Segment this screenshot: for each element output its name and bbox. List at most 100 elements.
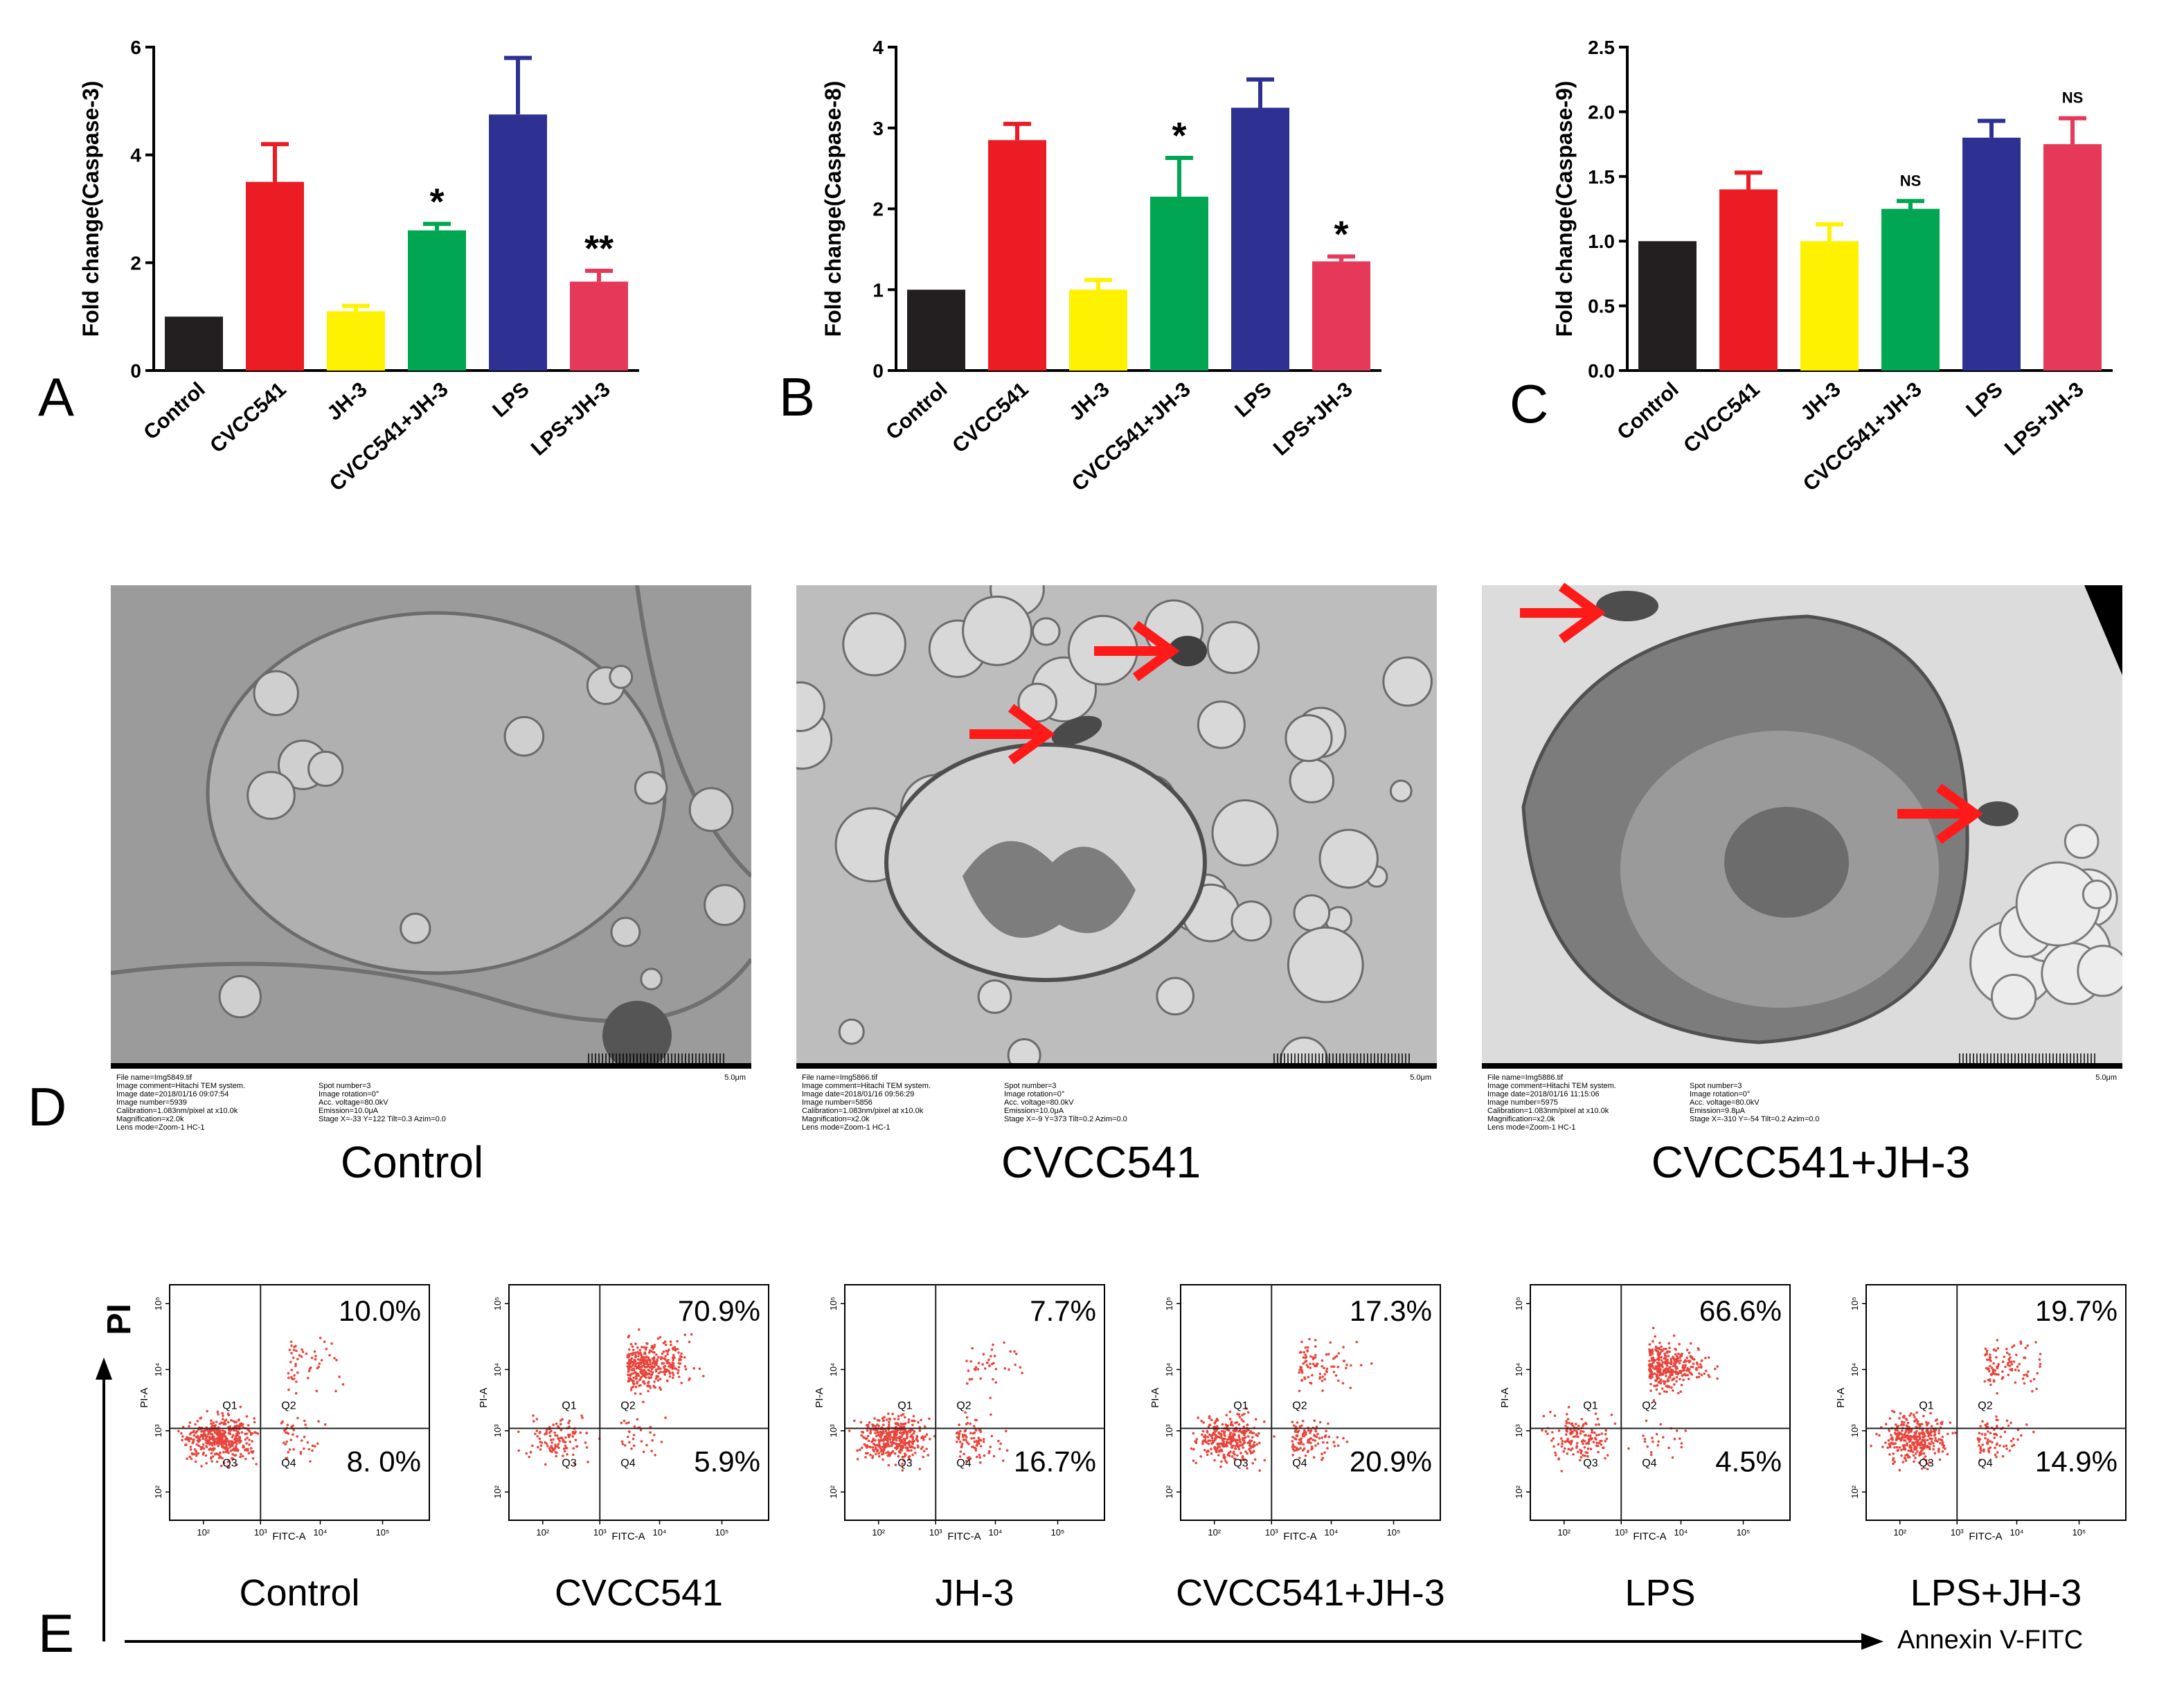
event-dot — [314, 1357, 317, 1361]
plot-frame — [169, 1284, 430, 1521]
event-dot — [883, 1416, 886, 1418]
event-dot — [891, 1412, 894, 1416]
event-dot — [913, 1439, 915, 1443]
event-dot — [224, 1447, 227, 1450]
event-dot — [871, 1446, 875, 1449]
event-dot — [1215, 1450, 1218, 1454]
event-dot — [548, 1431, 551, 1434]
event-dot — [620, 1440, 624, 1443]
event-dot — [529, 1450, 532, 1454]
event-dot — [864, 1456, 867, 1459]
event-dot — [215, 1429, 218, 1432]
event-dot — [292, 1433, 294, 1436]
event-dot — [1305, 1360, 1308, 1362]
event-dot — [2008, 1353, 2011, 1356]
event-dot — [1332, 1357, 1335, 1360]
q4-percentage: 14.9% — [2035, 1445, 2118, 1477]
event-dot — [877, 1434, 880, 1436]
nucleolus — [1724, 807, 1849, 918]
event-dot — [1321, 1359, 1324, 1362]
event-dot — [229, 1425, 231, 1428]
event-dot — [1566, 1439, 1569, 1443]
quadrant-q4: Q4 — [1292, 1457, 1307, 1469]
event-dot — [645, 1362, 648, 1365]
event-dot — [917, 1421, 920, 1424]
event-dot — [1996, 1366, 1999, 1370]
event-dot — [1215, 1434, 1218, 1437]
y-axis-label: Fold change(Caspase-3) — [78, 81, 103, 337]
event-dot — [1949, 1421, 1952, 1424]
event-dot — [1557, 1458, 1560, 1461]
event-dot — [314, 1355, 317, 1357]
event-dot — [990, 1413, 992, 1416]
event-dot — [638, 1328, 641, 1331]
event-dot — [1671, 1372, 1674, 1375]
event-dot — [963, 1434, 966, 1437]
event-dot — [1928, 1461, 1931, 1464]
event-dot — [1899, 1423, 1903, 1427]
event-dot — [634, 1378, 638, 1380]
event-dot — [1685, 1356, 1689, 1360]
y-tick-label: 1 — [872, 279, 884, 301]
event-dot — [1979, 1425, 1982, 1428]
event-dot — [877, 1455, 881, 1458]
event-dot — [634, 1375, 638, 1378]
event-dot — [181, 1435, 184, 1438]
event-dot — [1704, 1357, 1707, 1360]
vesicle — [1285, 714, 1333, 763]
event-dot — [1225, 1414, 1228, 1417]
event-dot — [1291, 1421, 1294, 1423]
y-tick-label: 10³ — [1514, 1424, 1524, 1437]
event-dot — [1916, 1420, 1919, 1423]
event-dot — [1993, 1436, 1996, 1439]
bar-cvcc541-jh-3 — [408, 230, 466, 371]
event-dot — [1582, 1442, 1584, 1445]
event-dot — [1210, 1418, 1213, 1421]
event-dot — [186, 1436, 189, 1440]
event-dot — [557, 1436, 560, 1440]
event-dot — [1237, 1448, 1241, 1451]
x-tick-label: 10³ — [1951, 1527, 1964, 1538]
event-dot — [640, 1354, 643, 1357]
event-dot — [1683, 1369, 1685, 1372]
event-dot — [1984, 1436, 1987, 1440]
event-dot — [1579, 1456, 1583, 1459]
event-dot — [571, 1435, 575, 1438]
event-dot — [212, 1421, 215, 1424]
event-dot — [549, 1439, 553, 1441]
scale-label: 5.0μm — [724, 1074, 746, 1082]
event-dot — [655, 1362, 659, 1364]
bar-lps-jh-3 — [2043, 144, 2102, 371]
event-dot — [1654, 1359, 1657, 1362]
event-dot — [307, 1377, 310, 1380]
event-dot — [2039, 1353, 2042, 1355]
event-dot — [630, 1447, 633, 1450]
bar-control — [1638, 241, 1697, 371]
event-dot — [634, 1364, 636, 1368]
event-dot — [964, 1411, 967, 1414]
event-dot — [1596, 1417, 1600, 1421]
event-dot — [1906, 1454, 1910, 1457]
event-dot — [227, 1443, 231, 1447]
event-dot — [213, 1447, 216, 1450]
event-dot — [1325, 1367, 1329, 1371]
event-dot — [652, 1357, 656, 1360]
event-dot — [667, 1369, 670, 1372]
event-dot — [865, 1424, 868, 1427]
y-tick-label: 10⁴ — [153, 1362, 163, 1376]
event-dot — [990, 1434, 994, 1438]
event-dot — [1666, 1384, 1669, 1387]
event-dot — [974, 1418, 977, 1422]
event-dot — [1304, 1454, 1307, 1457]
event-dot — [195, 1443, 199, 1446]
event-dot — [907, 1456, 911, 1459]
event-dot — [1314, 1430, 1318, 1433]
event-dot — [1658, 1369, 1662, 1373]
flow-caption: JH-3 — [935, 1572, 1014, 1614]
event-dot — [969, 1360, 972, 1363]
event-dot — [1642, 1434, 1645, 1437]
event-dot — [897, 1418, 900, 1421]
event-dot — [649, 1363, 652, 1366]
